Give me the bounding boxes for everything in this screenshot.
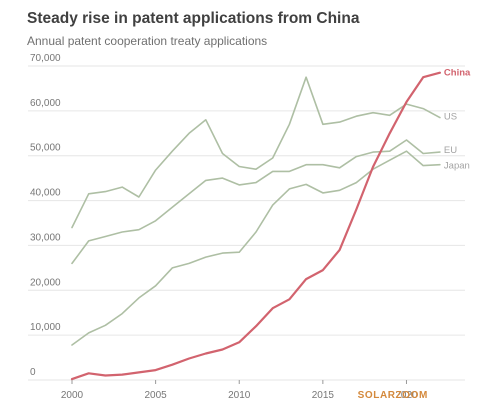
x-tick-label: 2000 (61, 390, 84, 401)
x-tick-label: 2005 (144, 390, 167, 401)
series-line-eu (71, 139, 441, 265)
series-label-japan: Japan (444, 161, 470, 172)
series-line-us (71, 76, 441, 229)
y-tick-label: 30,000 (30, 232, 61, 243)
gridlines (28, 65, 465, 381)
y-tick-label: 50,000 (30, 143, 61, 154)
series-line-japan (71, 150, 441, 346)
x-axis-ticks: 2000 2005 2010 2015 2020 (61, 380, 418, 401)
series-label-us: US (444, 112, 457, 123)
x-tick-label: 2010 (228, 390, 251, 401)
y-tick-label: 10,000 (30, 322, 61, 333)
series-labels: US EU Japan China (444, 68, 471, 172)
y-tick-label: 0 (30, 367, 36, 378)
y-axis-ticks: 0 10,000 20,000 30,000 40,000 50,000 60,000 70,… (30, 53, 61, 378)
series-lines (70, 71, 441, 381)
y-tick-label: 70,000 (30, 53, 61, 64)
series-label-eu: EU (444, 145, 457, 156)
y-tick-label: 60,000 (30, 98, 61, 109)
y-tick-label: 20,000 (30, 277, 61, 288)
series-line-china (70, 71, 441, 381)
series-label-china: China (444, 68, 471, 79)
chart-subtitle: Annual patent cooperation treaty applica… (27, 34, 268, 48)
watermark-text: SOLARZOOM (358, 390, 428, 401)
chart-title: Steady rise in patent applications from … (27, 10, 360, 27)
x-tick-label: 2015 (312, 390, 335, 401)
y-tick-label: 40,000 (30, 188, 61, 199)
x-tick-label: 2020 (395, 390, 418, 401)
